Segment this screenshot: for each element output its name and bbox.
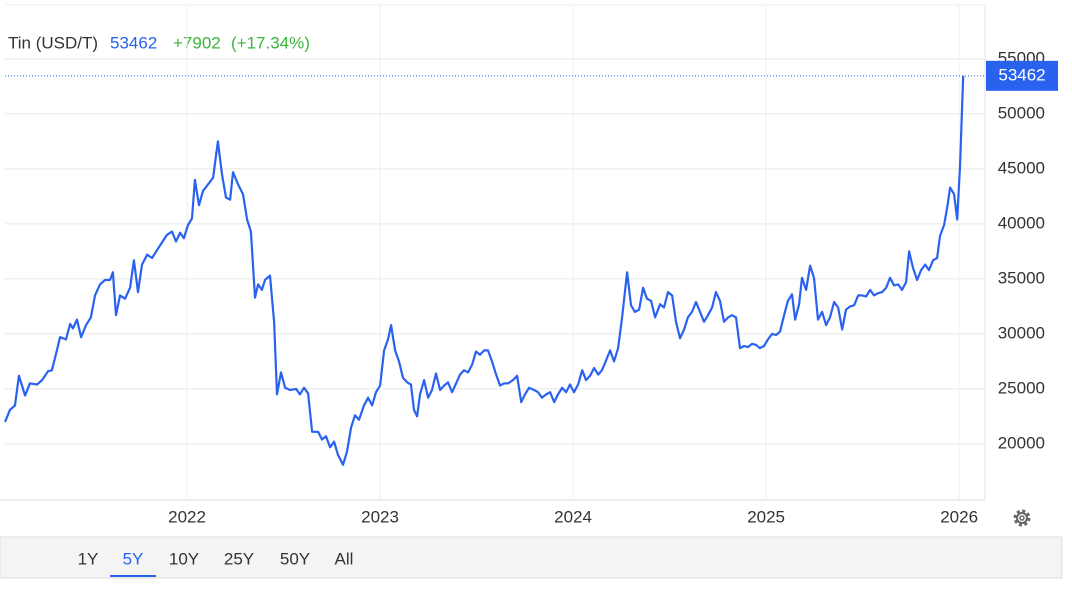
y-tick-label: 30000 — [998, 323, 1045, 342]
y-tick-label: 40000 — [998, 213, 1045, 232]
change: +7902 — [173, 33, 221, 52]
y-tick-label: 45000 — [998, 158, 1045, 177]
x-tick-label: 2026 — [940, 507, 978, 526]
last-value-label: 53462 — [998, 65, 1045, 84]
settings-gear[interactable] — [1013, 509, 1031, 527]
price-line — [3, 75, 965, 466]
range-button[interactable]: 5Y — [123, 549, 144, 568]
y-tick-label: 50000 — [998, 103, 1045, 122]
y-tick-label: 25000 — [998, 378, 1045, 397]
x-tick-label: 2024 — [554, 507, 592, 526]
x-tick-label: 2023 — [361, 507, 399, 526]
range-button[interactable]: 50Y — [280, 549, 310, 568]
x-tick-label: 2025 — [747, 507, 785, 526]
change-pct: (+17.34%) — [231, 33, 310, 52]
range-underline — [110, 575, 156, 577]
last-price: 53462 — [110, 33, 157, 52]
range-button[interactable]: 1Y — [78, 549, 99, 568]
range-button[interactable]: 25Y — [224, 549, 254, 568]
x-tick-label: 2022 — [168, 507, 206, 526]
range-button[interactable]: 10Y — [169, 549, 199, 568]
chart-title: Tin (USD/T) — [8, 33, 98, 52]
y-tick-label: 35000 — [998, 268, 1045, 287]
range-bar — [0, 536, 1063, 579]
y-tick-label: 20000 — [998, 433, 1045, 452]
last-value-box — [986, 60, 1058, 91]
range-button[interactable]: All — [335, 549, 354, 568]
